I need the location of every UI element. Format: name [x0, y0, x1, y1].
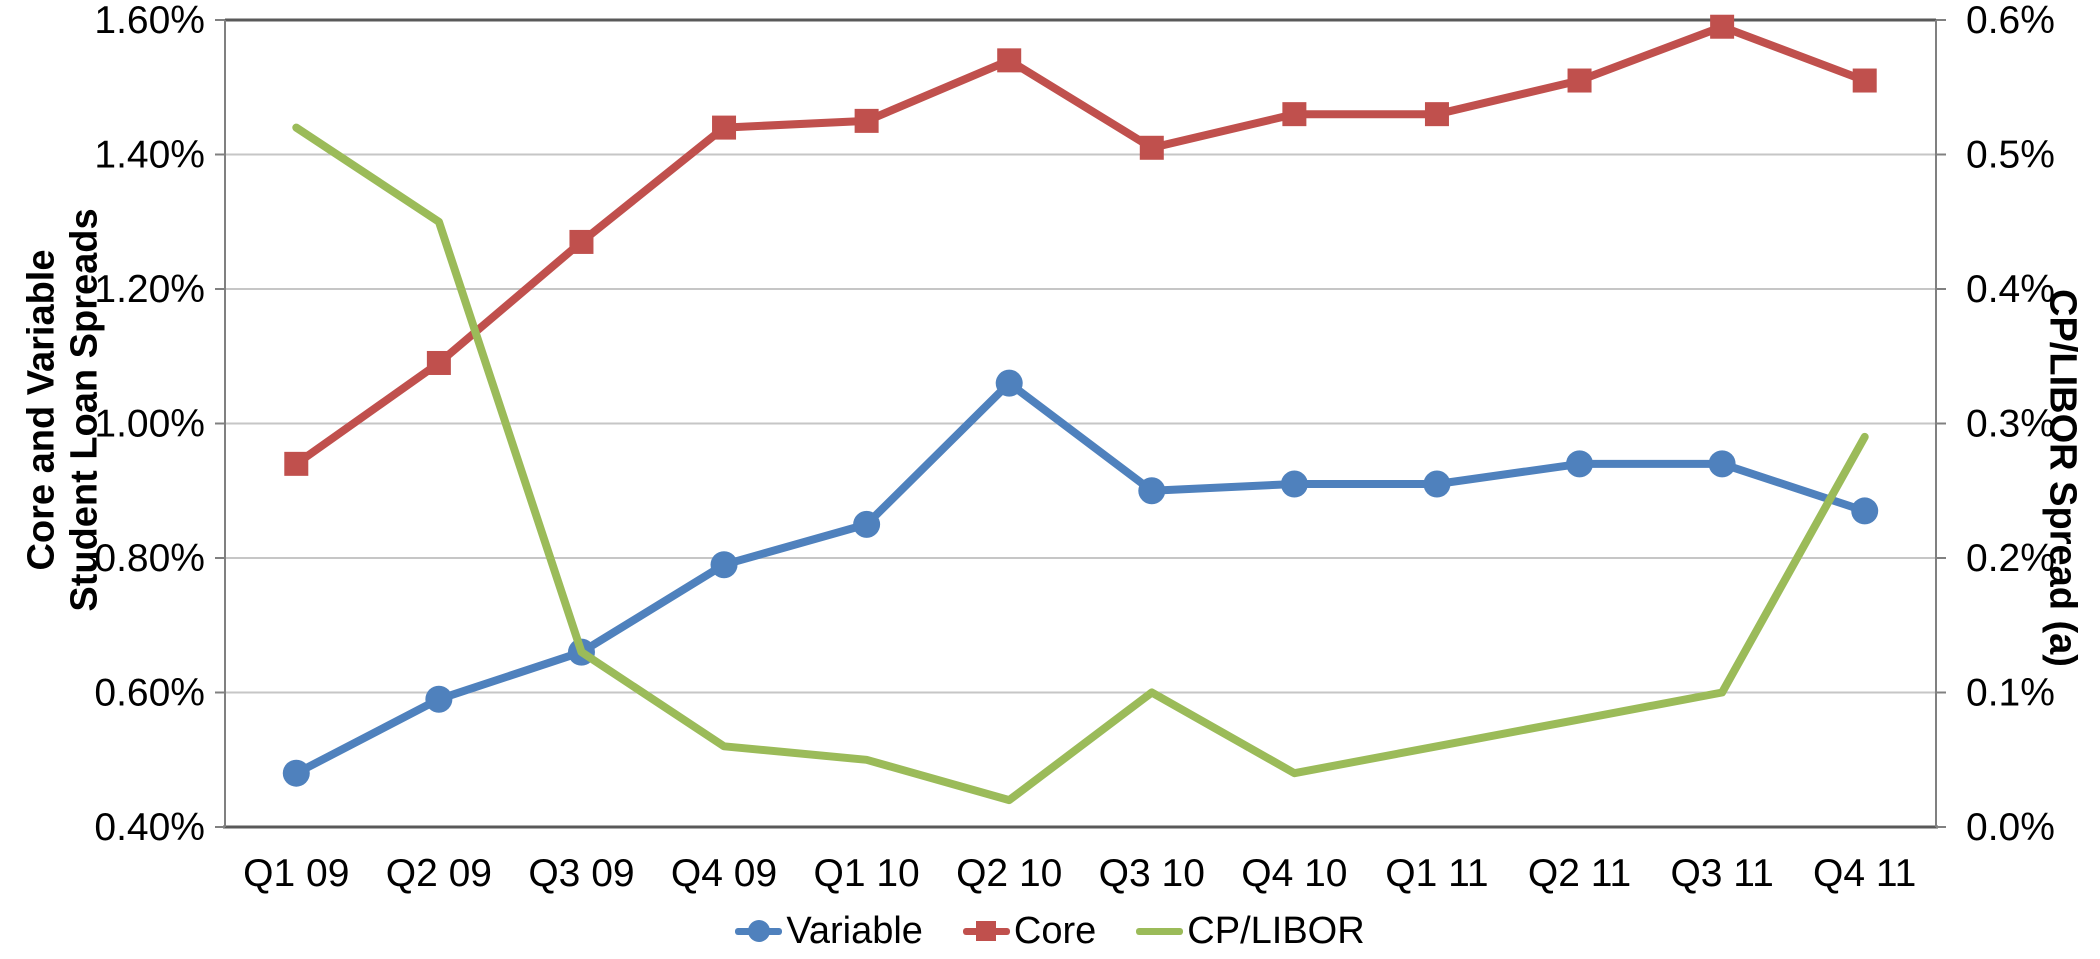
y-right-tick-label: 0.0%	[1966, 806, 2055, 849]
data-point-core	[1567, 68, 1592, 93]
y-right-tick-label: 0.6%	[1966, 0, 2055, 42]
data-point-variable	[425, 685, 453, 713]
y-right-tick-label: 0.5%	[1966, 134, 2055, 177]
y-left-tick-label: 1.00%	[94, 403, 205, 446]
x-axis-tick-label: Q1 10	[814, 852, 920, 895]
data-point-variable	[1138, 477, 1166, 505]
x-axis-tick-label: Q3 09	[528, 852, 634, 895]
y-left-tick-label: 1.60%	[94, 0, 205, 42]
x-axis-tick-label: Q3 11	[1670, 852, 1773, 895]
data-point-core	[426, 350, 451, 375]
data-point-core	[1139, 135, 1164, 160]
core-line-square-icon	[962, 916, 1010, 946]
cplibor-line-icon	[1136, 916, 1184, 946]
series-line-variable	[292, 379, 1869, 778]
legend-label-variable: Variable	[786, 909, 923, 952]
data-point-variable	[1423, 470, 1451, 498]
variable-line-circle-icon	[735, 916, 783, 946]
y-left-tick-label: 1.40%	[94, 134, 205, 177]
y-left-tick-label: 0.40%	[94, 806, 205, 849]
data-point-core	[997, 48, 1022, 73]
y-left-tick-label: 1.20%	[94, 268, 205, 311]
x-axis-tick-label: Q2 11	[1528, 852, 1631, 895]
legend-item-core: Core	[962, 909, 1097, 953]
data-point-variable	[710, 551, 738, 579]
left-axis-title-line2: Student Loan Spreads	[63, 208, 105, 612]
legend: Variable Core CP/LIBOR	[0, 903, 2100, 959]
right-axis-title: CP/LIBOR Spread (a)	[2041, 289, 2084, 667]
legend-item-cplibor: CP/LIBOR	[1136, 909, 1365, 953]
legend-label-core: Core	[1013, 909, 1097, 952]
y-left-tick-label: 0.80%	[94, 537, 205, 580]
y-right-tick-label: 0.3%	[1966, 403, 2055, 446]
y-right-tick-label: 0.2%	[1966, 537, 2055, 580]
y-right-tick-label: 0.1%	[1966, 672, 2055, 715]
data-point-core	[569, 229, 594, 254]
x-axis-tick-label: Q4 09	[671, 852, 777, 895]
x-axis-tick-label: Q4 11	[1813, 852, 1916, 895]
data-point-core	[1852, 68, 1877, 93]
data-point-variable	[1708, 450, 1736, 478]
left-axis-title: Core and Variable Student Loan Spreads	[20, 208, 105, 611]
data-point-core	[854, 108, 879, 133]
y-right-tick-label: 0.4%	[1966, 268, 2055, 311]
data-point-variable	[1566, 450, 1594, 478]
data-point-core	[1282, 102, 1307, 127]
left-axis-title-line1: Core and Variable	[20, 249, 63, 571]
data-point-variable	[1280, 470, 1308, 498]
x-axis-tick-label: Q4 10	[1241, 852, 1347, 895]
x-axis-tick-label: Q1 11	[1385, 852, 1488, 895]
data-point-core	[712, 115, 737, 140]
data-point-core	[1710, 14, 1735, 39]
x-axis-tick-label: Q1 09	[243, 852, 349, 895]
x-axis-tick-label: Q2 10	[956, 852, 1062, 895]
data-point-core	[284, 451, 309, 476]
series-line-cplibor	[292, 123, 1869, 805]
legend-label-cplibor: CP/LIBOR	[1187, 909, 1365, 952]
data-point-variable	[282, 759, 310, 787]
data-point-variable	[1851, 497, 1879, 525]
data-point-variable	[853, 510, 881, 538]
x-axis-tick-label: Q3 10	[1099, 852, 1205, 895]
data-point-variable	[995, 369, 1023, 397]
y-left-tick-label: 0.60%	[94, 672, 205, 715]
legend-item-variable: Variable	[735, 910, 923, 953]
series-line-core	[292, 22, 1869, 468]
x-axis-tick-label: Q2 09	[386, 852, 492, 895]
data-point-core	[1424, 102, 1449, 127]
